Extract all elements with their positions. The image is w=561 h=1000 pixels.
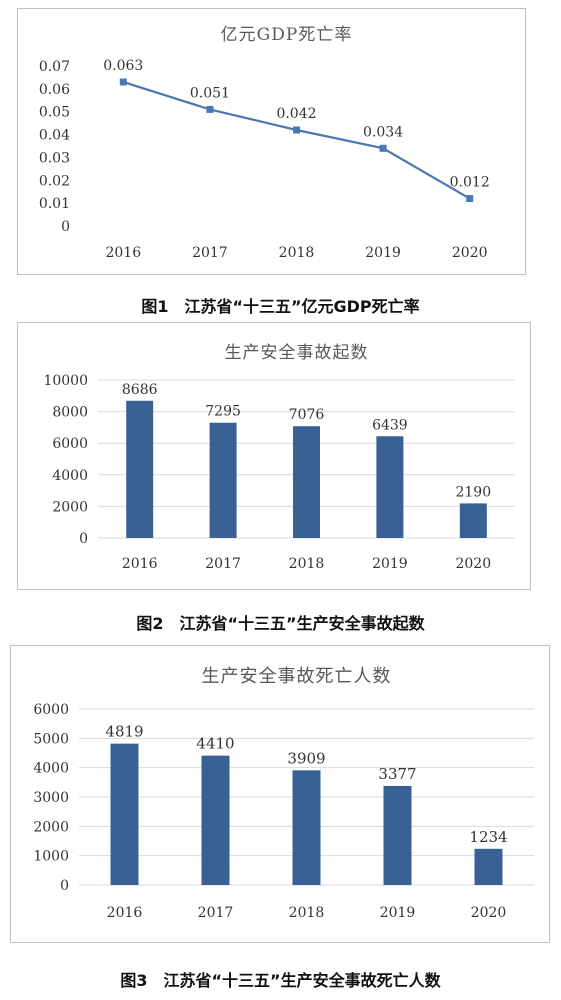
y-tick-label: 0.01	[39, 196, 70, 212]
bar	[474, 848, 503, 885]
data-point	[379, 144, 387, 152]
chart-title: 亿元GDP死亡率	[221, 25, 353, 45]
y-tick-label: 0	[60, 878, 69, 894]
data-label: 3377	[378, 765, 416, 783]
y-tick-label: 0.03	[39, 150, 70, 166]
x-tick-label: 2018	[289, 905, 325, 921]
data-point	[466, 195, 474, 203]
x-tick-label: 2018	[289, 556, 325, 572]
x-tick-label: 2019	[365, 245, 401, 261]
y-tick-label: 0.02	[39, 173, 70, 189]
chart-title: 生产安全事故死亡人数	[202, 666, 392, 687]
data-label: 0.063	[103, 58, 143, 74]
y-tick-label: 0.05	[39, 105, 70, 121]
x-tick-label: 2018	[279, 245, 315, 261]
data-label: 3909	[287, 749, 325, 767]
data-label: 0.012	[450, 175, 490, 191]
y-tick-label: 0	[61, 219, 70, 235]
y-tick-label: 0.04	[39, 128, 70, 144]
x-tick-label: 2016	[122, 556, 158, 572]
y-tick-label: 2000	[33, 819, 69, 835]
y-tick-label: 3000	[33, 790, 69, 806]
chart-frame-accident-count: 生产安全事故起数 0 2000 4000 6000 8000 10000 2016 2017 20…	[17, 322, 531, 590]
data-point	[293, 126, 300, 134]
chart-frame-gdp-death-rate: 亿元GDP死亡率 0 0.01 0.02 0.03 0.04 0.05 0.06 0.07 201…	[17, 8, 526, 275]
bar	[383, 785, 412, 885]
data-label: 0.042	[276, 106, 316, 122]
y-tick-label: 1000	[33, 849, 69, 865]
bar-chart-death-count: 生产安全事故死亡人数 0 1000 2000 3000 4000 5000 6000 2016 2…	[33, 666, 534, 921]
series-line	[122, 80, 471, 200]
x-tick-label: 2020	[471, 905, 507, 921]
data-label: 6439	[372, 417, 408, 433]
data-point	[119, 78, 127, 86]
y-tick-label: 5000	[33, 731, 69, 747]
y-tick-label: 6000	[33, 702, 69, 718]
data-label: 4819	[105, 723, 143, 741]
figure-caption-1: 图1 江苏省“十三五”亿元GDP死亡率	[141, 297, 420, 316]
bar	[110, 743, 139, 885]
x-tick-label: 2017	[205, 556, 241, 572]
data-point	[206, 105, 214, 113]
y-tick-label: 0	[79, 531, 88, 547]
data-label: 1234	[469, 828, 507, 846]
y-tick-label: 10000	[43, 373, 88, 389]
data-label: 4410	[196, 735, 234, 753]
x-tick-label: 2017	[198, 905, 234, 921]
y-tick-label: 6000	[52, 436, 88, 452]
bar	[126, 400, 154, 538]
x-tick-label: 2016	[105, 245, 141, 261]
y-tick-label: 0.06	[39, 82, 70, 98]
x-tick-label: 2016	[107, 905, 143, 921]
bar	[201, 755, 230, 885]
line-chart-gdp-death-rate: 亿元GDP死亡率 0 0.01 0.02 0.03 0.04 0.05 0.06 0.07 201…	[39, 25, 490, 261]
data-label: 0.051	[190, 85, 230, 101]
bar-chart-accident-count: 生产安全事故起数 0 2000 4000 6000 8000 10000 2016 2017 20…	[43, 343, 515, 572]
bar	[459, 503, 487, 538]
data-label: 7076	[289, 407, 325, 423]
x-tick-label: 2017	[192, 245, 228, 261]
bar	[292, 770, 321, 885]
data-label: 7295	[205, 404, 241, 420]
bar	[293, 426, 320, 538]
data-label: 8686	[122, 382, 158, 398]
chart-title: 生产安全事故起数	[225, 343, 369, 363]
y-tick-label: 0.07	[39, 59, 70, 75]
x-tick-label: 2020	[452, 245, 488, 261]
data-label: 0.034	[363, 124, 403, 140]
x-tick-label: 2020	[455, 556, 491, 572]
y-tick-label: 4000	[33, 761, 69, 777]
bar	[209, 422, 237, 538]
data-label: 2190	[455, 484, 491, 500]
y-tick-label: 4000	[52, 468, 88, 484]
bar	[376, 436, 404, 538]
y-tick-label: 2000	[52, 499, 88, 515]
x-tick-label: 2019	[372, 556, 408, 572]
y-tick-label: 8000	[52, 405, 88, 421]
figure-caption-2: 图2 江苏省“十三五”生产安全事故起数	[136, 614, 425, 633]
chart-frame-death-count: 生产安全事故死亡人数 0 1000 2000 3000 4000 5000 6000 2016 2…	[10, 645, 550, 943]
figure-caption-3: 图3 江苏省“十三五”生产安全事故死亡人数	[120, 971, 441, 990]
x-tick-label: 2019	[380, 905, 416, 921]
